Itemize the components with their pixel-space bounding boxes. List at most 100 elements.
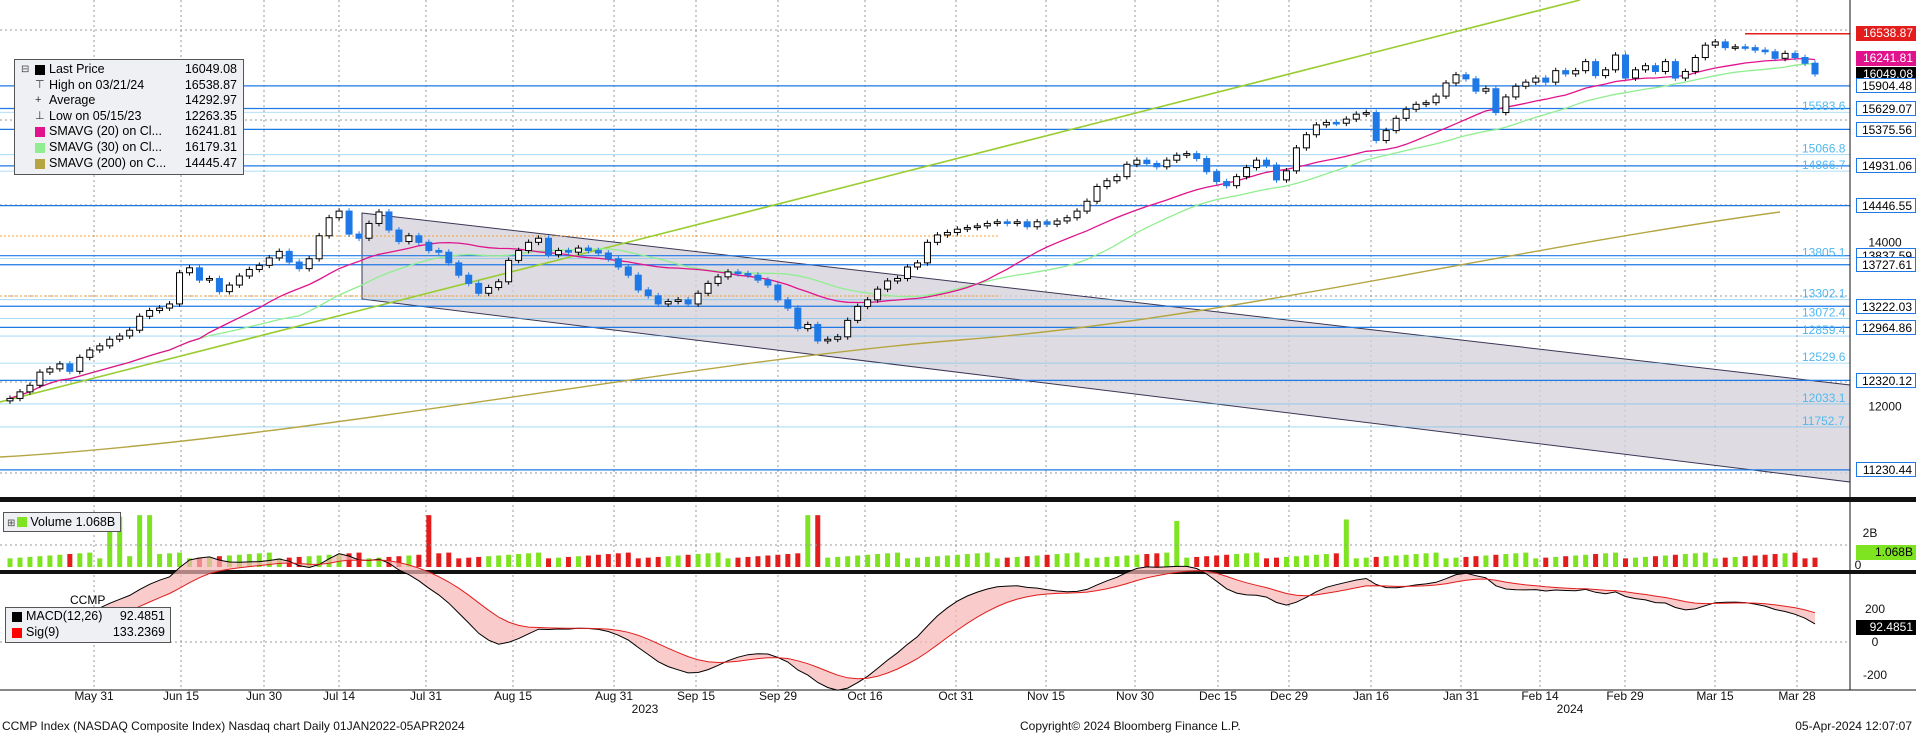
up-candle: [186, 264, 194, 276]
down-candle: [455, 260, 463, 279]
down-candle: [475, 280, 483, 297]
fib-label: 13072.4: [1802, 306, 1846, 320]
candle-body: [824, 338, 832, 342]
down-candle: [445, 249, 453, 266]
signal-line: [9, 559, 1816, 680]
candle-body: [804, 323, 812, 330]
volume-bar: [1483, 555, 1489, 567]
volume-bar: [1573, 555, 1579, 567]
candle-body: [1153, 162, 1161, 168]
candle-body: [1592, 61, 1600, 77]
chart-description: CCMP Index (NASDAQ Composite Index) Nasd…: [2, 719, 465, 733]
candle-body: [405, 235, 413, 243]
volume-bar: [1473, 556, 1479, 567]
volume-bar: [87, 552, 93, 567]
candle-body: [275, 250, 283, 259]
down-candle: [355, 231, 363, 242]
candle-body: [1342, 118, 1350, 124]
candle-body: [215, 277, 223, 293]
up-candle: [1552, 67, 1560, 86]
volume-bar: [885, 553, 891, 567]
candle-body: [1292, 147, 1300, 172]
collapse-icon[interactable]: ⊟: [21, 64, 30, 75]
candle-body: [1113, 176, 1121, 182]
up-candle: [1123, 161, 1131, 180]
down-candle: [1143, 157, 1151, 167]
down-candle: [614, 255, 622, 270]
volume-bar: [1104, 556, 1110, 567]
volume-bar: [1722, 557, 1728, 567]
sma20-swatch: [35, 127, 45, 138]
date-tick-label: Jan 16: [1353, 689, 1389, 703]
down-candle: [395, 227, 403, 245]
volume-value: 1.068B: [75, 515, 116, 529]
volume-bar: [1124, 555, 1130, 567]
candle-body: [834, 336, 842, 340]
down-candle: [1023, 218, 1031, 230]
macd-swatch: [12, 612, 22, 622]
up-candle: [1602, 66, 1610, 79]
macd-line: [9, 553, 1816, 691]
candle-body: [1183, 153, 1191, 156]
date-tick-label: Jul 14: [323, 689, 355, 703]
candle-body: [1193, 153, 1201, 160]
date-tick-label: Dec 29: [1270, 689, 1308, 703]
volume-bar: [246, 554, 252, 567]
signal-label: Sig(9): [26, 624, 60, 639]
legend-value: 14292.97: [184, 93, 237, 108]
candle-body: [894, 277, 902, 282]
volume-bar: [1293, 556, 1299, 567]
fib-label: 14866.7: [1802, 158, 1846, 172]
volume-bar: [127, 556, 133, 567]
price-tick-label: 14000: [1868, 235, 1902, 249]
volume-bar: [964, 554, 970, 567]
up-candle: [515, 247, 523, 264]
volume-bar: [805, 515, 811, 567]
down-candle: [774, 282, 782, 303]
up-candle: [554, 247, 562, 258]
up-candle: [943, 229, 951, 238]
down-candle: [1223, 178, 1231, 189]
price-level-tag: 16241.81: [1856, 50, 1916, 66]
down-candle: [1562, 67, 1570, 77]
volume-bar: [1672, 554, 1678, 567]
collapse-icon[interactable]: ⊞: [7, 518, 16, 529]
candle-body: [993, 221, 1001, 224]
candle-body: [1701, 44, 1709, 59]
up-candle: [1362, 109, 1370, 118]
up-candle: [1282, 167, 1290, 183]
up-candle: [904, 264, 912, 282]
up-candle: [804, 321, 812, 332]
candle-body: [1641, 65, 1649, 71]
fib-label: 13302.1: [1802, 287, 1846, 301]
candle-body: [225, 284, 233, 293]
candle-body: [385, 211, 393, 231]
candle-body: [415, 235, 423, 243]
date-tick-label: Mar 28: [1778, 689, 1816, 703]
candle-body: [1731, 46, 1739, 49]
up-candle: [1382, 127, 1390, 144]
candle-body: [305, 258, 313, 270]
up-candle: [1701, 42, 1709, 61]
down-candle: [1592, 58, 1600, 79]
volume-bar: [725, 558, 731, 567]
down-candle: [624, 264, 632, 279]
price-level-tag: 15904.48: [1856, 78, 1916, 94]
up-candle: [1681, 68, 1689, 81]
volume-bar: [1593, 554, 1599, 567]
legend-label: Average: [49, 93, 96, 108]
candle-body: [515, 250, 523, 261]
volume-bar: [555, 557, 561, 567]
date-tick-label: Dec 15: [1199, 689, 1237, 703]
up-candle: [1113, 173, 1121, 184]
volume-bar: [1004, 557, 1010, 567]
volume-bar: [1024, 556, 1030, 567]
volume-bar: [954, 554, 960, 567]
volume-bar: [7, 558, 13, 567]
volume-bar: [1632, 557, 1638, 567]
volume-bar: [107, 516, 113, 567]
volume-bar: [1273, 557, 1279, 567]
up-candle: [1352, 111, 1360, 122]
panel-divider: [0, 497, 1916, 502]
volume-bar: [1184, 557, 1190, 567]
